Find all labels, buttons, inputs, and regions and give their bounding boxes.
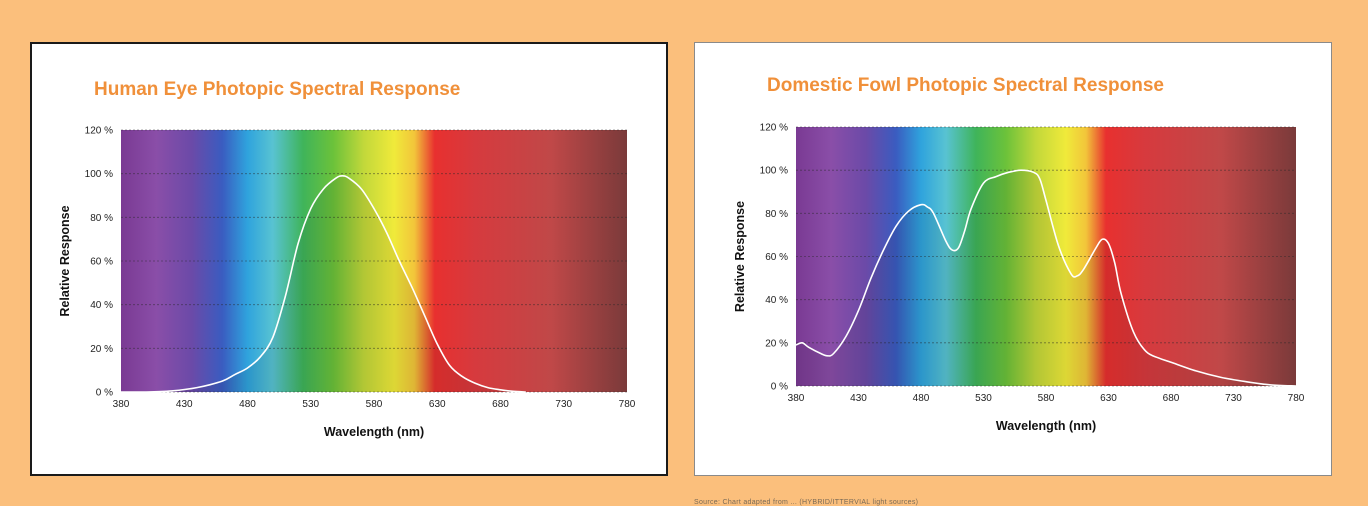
x-tick-label: 530 — [975, 393, 992, 404]
x-tick-label: 630 — [429, 399, 446, 410]
domestic-fowl-chart: 0 % 20 % 40 % 60 % 80 % 100 % 120 % 380 430 480 53… — [733, 123, 1305, 434]
y-tick-label: 80 % — [90, 213, 113, 224]
response-area — [121, 175, 526, 393]
human-eye-chart: 0 % 20 % 40 % 60 % 80 % 100 % 120 % 380 430 480 53… — [58, 126, 636, 440]
y-tick-label: 60 % — [765, 252, 788, 263]
x-tick-label: 480 — [913, 393, 930, 404]
y-tick-label: 40 % — [765, 295, 788, 306]
x-tick-label: 680 — [1163, 393, 1180, 404]
y-tick-label: 0 % — [96, 388, 113, 399]
x-tick-label: 580 — [366, 399, 383, 410]
x-tick-label: 430 — [176, 399, 193, 410]
y-tick-label: 0 % — [771, 382, 788, 393]
x-tick-label: 630 — [1100, 393, 1117, 404]
y-tick-label: 80 % — [765, 209, 788, 220]
x-tick-label: 680 — [492, 399, 509, 410]
human-eye-chart-panel: Human Eye Photopic Spectral Response 0 %… — [30, 42, 668, 476]
chart-title: Human Eye Photopic Spectral Response — [94, 79, 461, 100]
y-tick-label: 20 % — [765, 338, 788, 349]
x-tick-label: 430 — [850, 393, 867, 404]
y-axis-label: Relative Response — [733, 201, 747, 312]
x-tick-label: 780 — [1288, 393, 1305, 404]
x-tick-label: 380 — [113, 399, 130, 410]
x-tick-label: 730 — [555, 399, 572, 410]
y-tick-label: 100 % — [760, 166, 788, 177]
x-tick-label: 730 — [1225, 393, 1242, 404]
x-tick-label: 780 — [619, 399, 636, 410]
y-tick-label: 40 % — [90, 300, 113, 311]
y-tick-label: 20 % — [90, 344, 113, 355]
y-tick-label: 100 % — [85, 169, 113, 180]
footnote: Source: Chart adapted from ... (HYBRID/I… — [694, 499, 919, 506]
x-axis-label: Wavelength (nm) — [996, 419, 1096, 433]
y-tick-label: 60 % — [90, 257, 113, 268]
x-axis-label: Wavelength (nm) — [324, 425, 424, 439]
x-tick-label: 380 — [788, 393, 805, 404]
y-tick-label: 120 % — [760, 123, 788, 134]
chart-title: Domestic Fowl Photopic Spectral Response — [767, 75, 1164, 96]
domestic-fowl-chart-panel: Domestic Fowl Photopic Spectral Response… — [694, 42, 1332, 476]
response-line — [795, 169, 1297, 387]
y-axis-label: Relative Response — [58, 205, 72, 316]
response-line — [120, 175, 526, 393]
x-tick-label: 530 — [302, 399, 319, 410]
y-tick-label: 120 % — [85, 126, 113, 137]
response-area — [796, 170, 1296, 386]
x-tick-label: 580 — [1038, 393, 1055, 404]
x-tick-label: 480 — [239, 399, 256, 410]
